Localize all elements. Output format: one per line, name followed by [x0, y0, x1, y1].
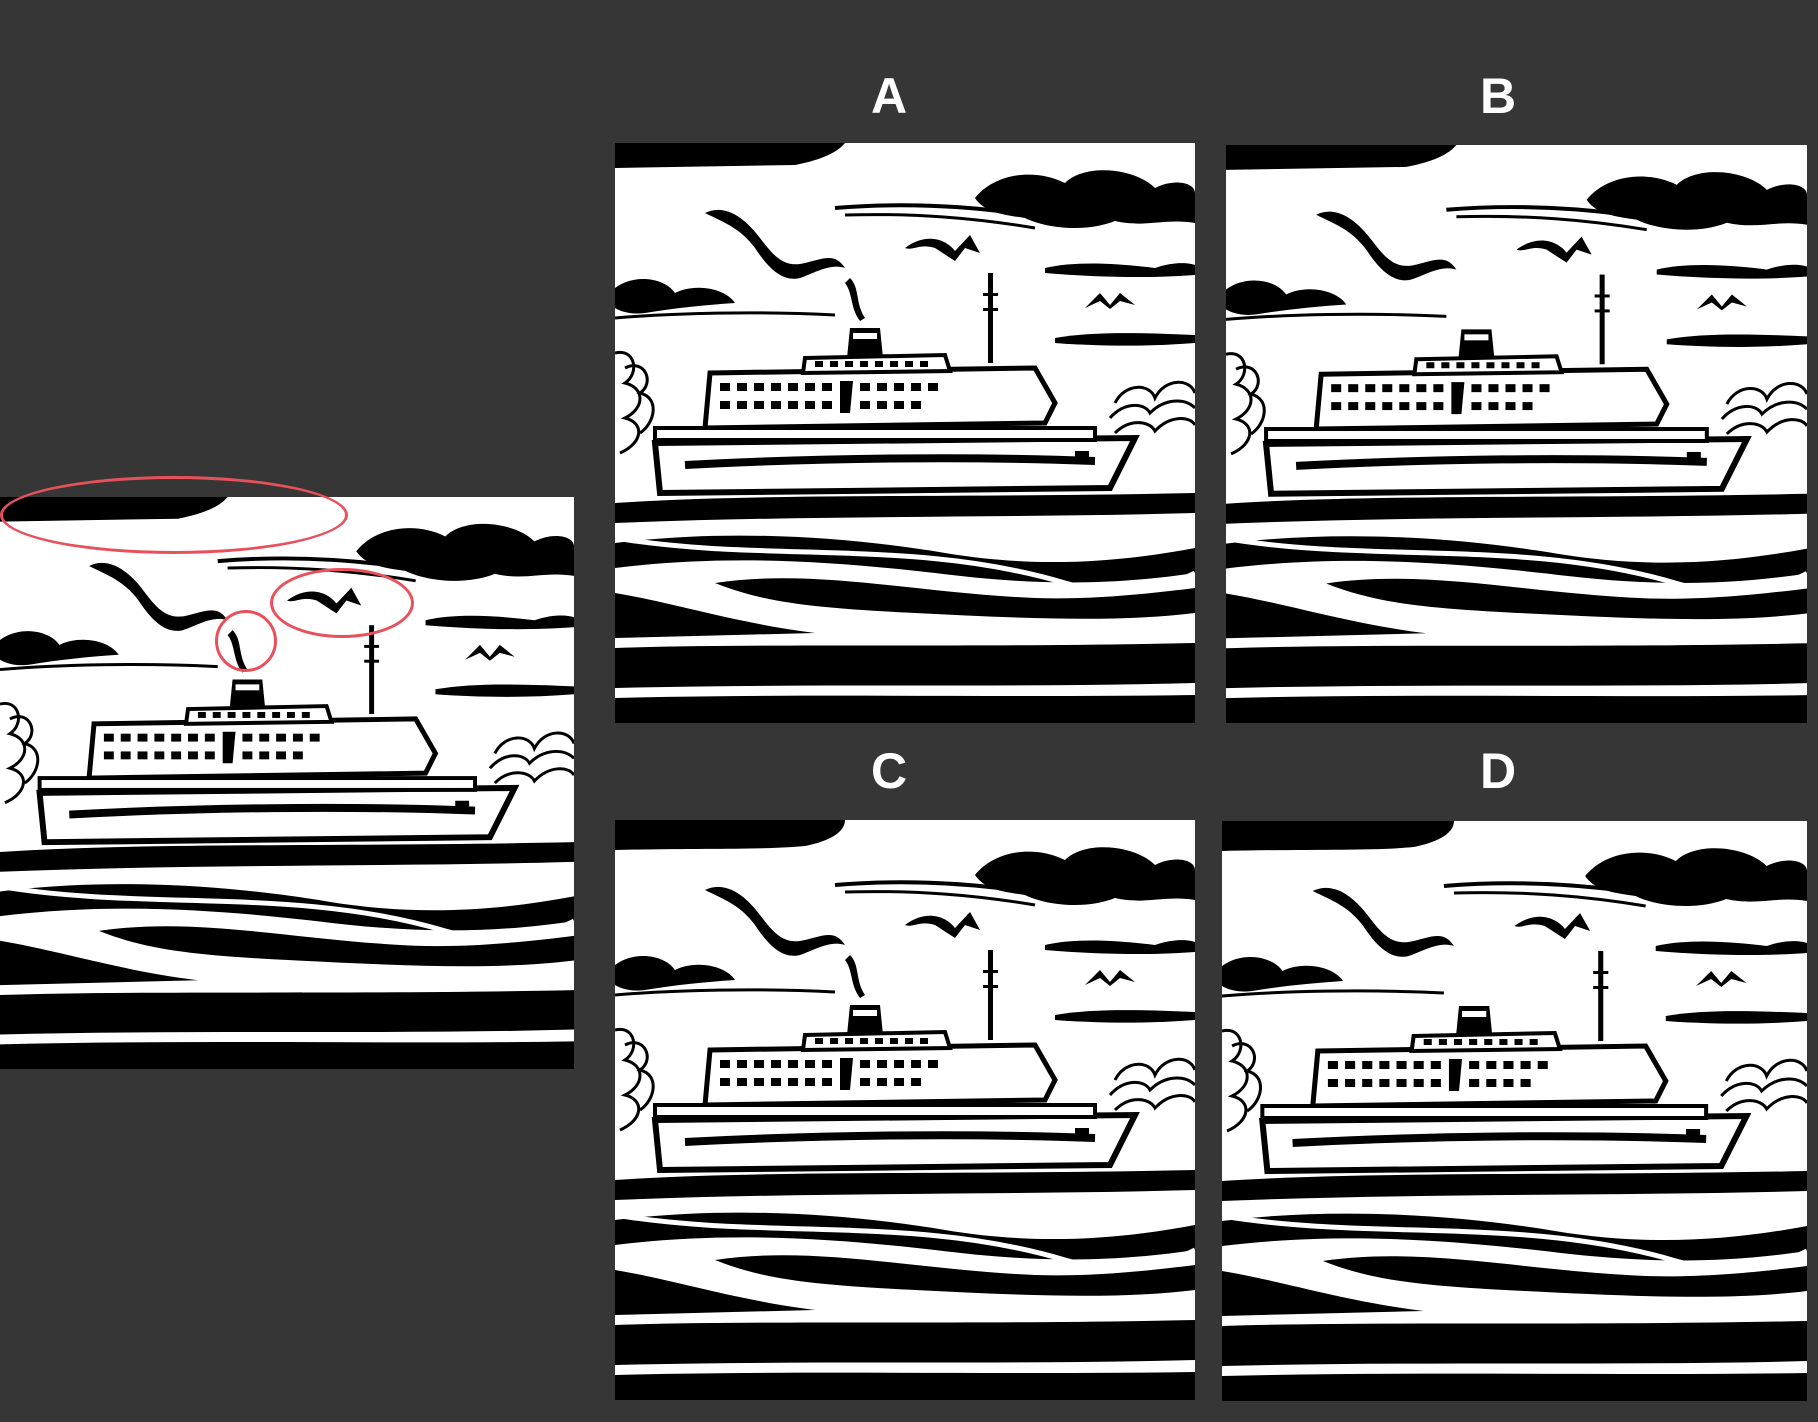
difference-marker-smoke: [215, 610, 277, 672]
option-a-scene: [615, 143, 1195, 723]
option-a-image[interactable]: [615, 143, 1195, 723]
option-c-scene: [615, 820, 1195, 1400]
option-label-a: A: [829, 71, 949, 121]
option-b-image[interactable]: [1226, 145, 1807, 723]
option-d-scene: [1222, 821, 1807, 1401]
option-label-b: B: [1438, 71, 1558, 121]
option-d-image[interactable]: [1222, 821, 1807, 1401]
option-label-d: D: [1438, 746, 1558, 796]
option-c-image[interactable]: [615, 820, 1195, 1400]
difference-marker-cloud: [0, 476, 348, 554]
difference-marker-gull: [270, 568, 414, 638]
option-label-c: C: [829, 746, 949, 796]
option-b-scene: [1226, 145, 1807, 723]
